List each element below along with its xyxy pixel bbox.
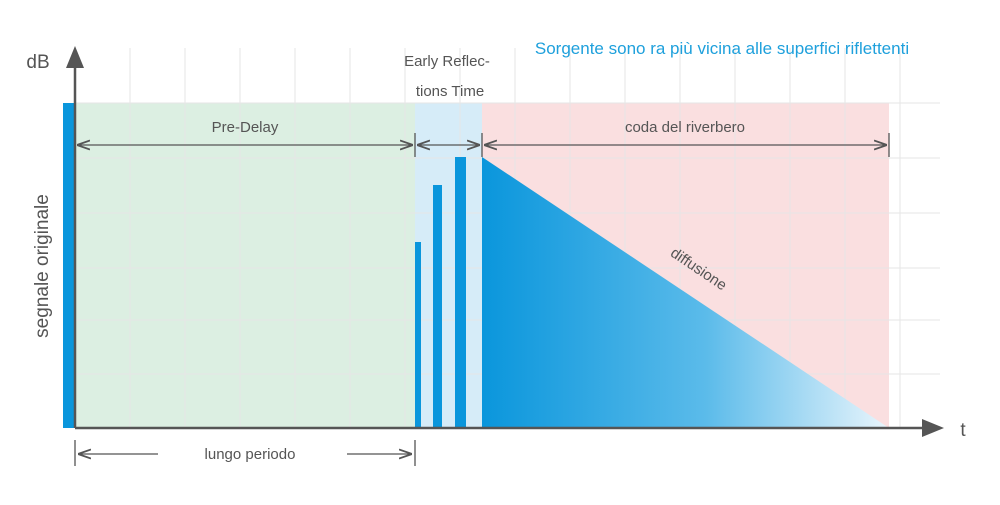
pre-delay-region bbox=[75, 103, 415, 428]
reverb-tail-label: coda del riverbero bbox=[625, 119, 745, 136]
early-reflections-label-line1: Early Reflec- bbox=[404, 53, 490, 70]
early-reflection-bar bbox=[415, 242, 421, 428]
y-axis-arrow bbox=[66, 46, 84, 68]
early-reflection-bar bbox=[455, 157, 466, 428]
original-signal-bar bbox=[63, 103, 75, 428]
diffusion-triangle bbox=[482, 157, 889, 428]
pre-delay-label: Pre-Delay bbox=[212, 119, 279, 136]
x-axis-arrow bbox=[922, 419, 944, 437]
bottom-label: lungo periodo bbox=[205, 446, 296, 463]
title: Sorgente sono ra più vicina alle superfi… bbox=[535, 39, 909, 58]
early-reflections-label-line2: tions Time bbox=[416, 83, 484, 100]
early-reflection-bar bbox=[433, 185, 442, 428]
y-side-label: segnale originale bbox=[32, 194, 53, 338]
early-reflections-region bbox=[415, 103, 482, 428]
x-axis-label: t bbox=[960, 420, 966, 441]
y-axis-label: dB bbox=[26, 52, 49, 73]
